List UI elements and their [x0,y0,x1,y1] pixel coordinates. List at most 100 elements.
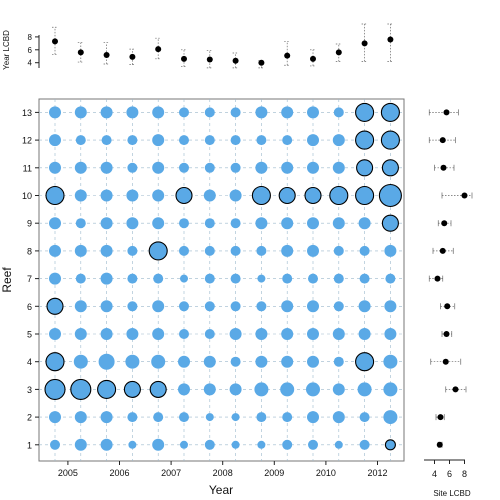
bubble [126,106,139,119]
bubble [384,300,397,313]
main-plot-frame [38,98,405,462]
bubble [281,161,294,174]
year-lcbd-point [77,49,84,56]
bubble [256,301,267,312]
bubble-highlighted [44,378,66,400]
bubble [307,355,319,368]
bubble [179,218,189,229]
bubble [49,161,61,174]
bubble [204,329,215,339]
bubble [332,134,345,147]
bubble [75,218,86,229]
bubble [101,135,112,146]
bubble [281,106,294,119]
bubble [179,162,189,173]
bubble [357,382,372,397]
site-lcbd-point [443,109,450,116]
bubble-highlighted [97,379,117,399]
bubble [49,411,61,424]
bubble [230,162,241,173]
bubble-highlighted [45,185,65,206]
bubble [332,328,345,340]
bubble [282,439,293,450]
reef-tick-label: 1 [27,440,32,450]
bubble-highlighted [356,159,374,177]
bubble [333,356,344,367]
site-lcbd-point [441,220,448,227]
bubble [230,273,241,284]
bubble [127,412,138,423]
bubble [153,412,164,423]
bubble-highlighted [70,378,92,400]
year-lcbd-point [310,55,316,62]
year-lcbd-point [103,51,110,58]
bubble-highlighted [381,159,399,177]
bubble [180,440,188,449]
site-lcbd-point [439,247,446,254]
bubble [151,354,166,369]
bubble-highlighted [355,185,375,206]
bubble-highlighted [355,352,375,372]
site-lcbd-point [440,164,447,171]
site-lcbd-point [434,275,441,282]
bubble [256,412,267,423]
site-lcbd-tick-label: 8 [462,469,467,479]
bubble-highlighted [46,297,64,315]
bubble [229,328,242,340]
bubble [280,382,295,397]
reef-tick-label: 3 [27,385,32,395]
bubble [204,162,215,173]
bubble [384,244,397,257]
bubble [100,189,113,202]
bubble [230,218,241,229]
year-tick-label: 2009 [264,468,284,478]
bubble-highlighted [304,186,322,205]
bubble [74,411,87,424]
bubble [204,273,215,284]
site-lcbd-axis-label: Site LCBD [433,489,471,498]
bubble-highlighted [384,439,396,451]
site-lcbd-tick-label: 6 [447,469,452,479]
reef-tick-label: 8 [27,246,32,256]
bubble [127,135,138,146]
reef-tick-label: 10 [22,191,32,201]
bubble [358,328,371,340]
bubble [307,161,319,174]
site-lcbd-point [436,441,443,448]
bubble [204,245,215,256]
site-lcbd-point [439,137,446,144]
bubble [74,300,87,313]
bubble [307,328,319,340]
bubble [359,439,370,450]
bubble [100,300,113,313]
bubble [180,274,188,283]
site-lcbd-point [442,358,449,365]
bubble [75,273,86,284]
bubble [256,135,267,146]
bubble [152,217,165,230]
bubble-highlighted [175,186,193,205]
bubble [333,107,344,118]
bubble [100,244,113,257]
bubble [230,107,241,118]
bubble [255,217,268,230]
bubble [204,218,215,229]
bubble [231,413,240,422]
year-tick-label: 2012 [367,468,387,478]
year-tick-label: 2008 [213,468,233,478]
bubble [179,329,189,339]
bubble [100,106,113,119]
bubble [334,440,343,449]
site-lcbd-point [437,414,444,421]
bubble [204,135,215,146]
bubble [282,135,293,146]
year-lcbd-point [181,55,187,62]
bubble [281,300,294,313]
bubble [385,273,396,284]
year-lcbd-axis-label: Year LCBD [2,30,11,70]
bubble [49,328,61,340]
reef-tick-label: 11 [23,163,32,173]
bubble [100,272,113,285]
reef-tick-label: 13 [22,108,32,118]
bubble [332,411,345,424]
